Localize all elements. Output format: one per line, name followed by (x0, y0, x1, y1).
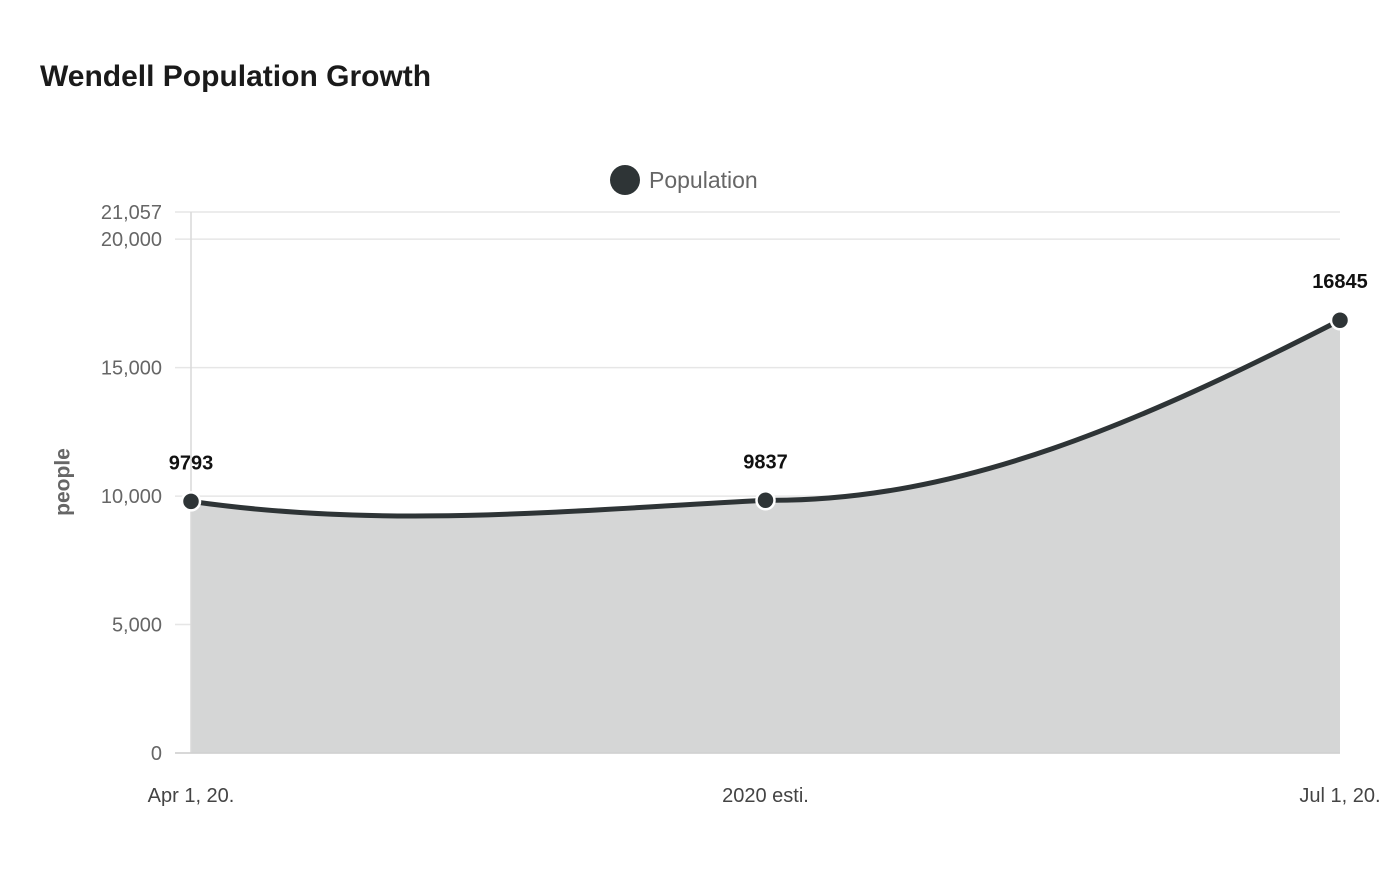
data-labels: 9793 9837 16845 (169, 271, 1368, 474)
x-axis-ticks: Apr 1, 20. 2020 esti. Jul 1, 20. (148, 785, 1381, 807)
data-points (180, 309, 1351, 512)
legend[interactable]: Population (610, 165, 758, 195)
x-tick-label: Apr 1, 20. (148, 785, 235, 807)
y-axis-ticks: 0 5,000 10,000 15,000 20,000 21,057 (101, 202, 162, 765)
y-tick-label: 20,000 (101, 229, 162, 251)
y-tick-label: 21,057 (101, 202, 162, 224)
data-label: 9793 (169, 452, 214, 474)
y-tick-label: 15,000 (101, 358, 162, 380)
legend-marker-icon (610, 165, 640, 195)
area-fill (191, 320, 1340, 753)
data-point[interactable] (755, 490, 776, 511)
y-tick-label: 10,000 (101, 486, 162, 508)
chart-title: Wendell Population Growth (40, 60, 432, 93)
data-point[interactable] (180, 491, 202, 512)
legend-label: Population (649, 167, 758, 193)
data-label: 16845 (1312, 271, 1368, 293)
y-tick-label: 0 (151, 743, 162, 765)
y-tick-label: 5,000 (112, 615, 162, 637)
x-tick-label: Jul 1, 20. (1299, 785, 1380, 807)
data-point[interactable] (1329, 309, 1351, 331)
data-label: 9837 (743, 451, 788, 473)
x-tick-label: 2020 esti. (722, 785, 809, 807)
y-axis-label: people (52, 448, 75, 516)
